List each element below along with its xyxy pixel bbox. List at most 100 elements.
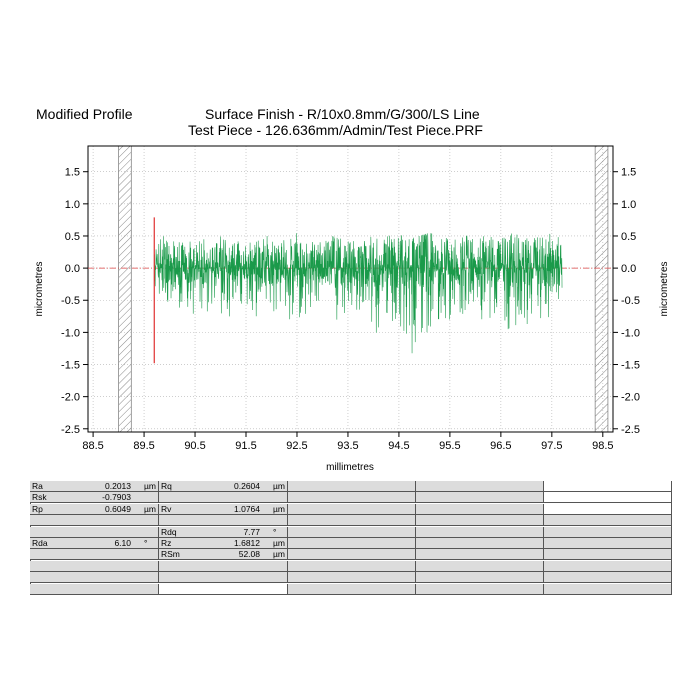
parameter-value: -0.7903 [102, 492, 131, 502]
parameter-row: Ra 0.2013 µm Rq 0.2604 µm [30, 481, 672, 492]
parameter-value: 1.6812 [234, 538, 260, 548]
profile-line [153, 233, 563, 354]
parameter-cell [159, 561, 288, 572]
parameter-cell [416, 584, 544, 595]
parameter-unit: µm [144, 481, 156, 491]
parameter-row: Rda 6.10 ° Rz 1.6812 µm [30, 538, 672, 549]
parameter-cell [30, 538, 159, 549]
parameter-cell [30, 515, 159, 526]
parameter-label: Rz [161, 538, 172, 548]
parameter-unit: µm [144, 504, 156, 514]
parameter-cell [288, 572, 416, 583]
parameter-value: 0.6049 [105, 504, 131, 514]
chart-title: Surface Finish - R/10x0.8mm/G/300/LS Lin… [205, 106, 480, 122]
parameter-unit: µm [273, 504, 285, 514]
parameter-label: Rsk [32, 492, 47, 502]
parameter-label: RSm [161, 549, 180, 559]
parameter-row [30, 515, 672, 526]
parameter-cell [159, 549, 288, 560]
parameter-unit: ° [144, 538, 148, 548]
parameter-cell [159, 572, 288, 583]
parameter-cell [416, 572, 544, 583]
y-axis-label-left: micrometres [34, 261, 45, 316]
y-tick-label-right: 0.5 [621, 231, 636, 243]
y-tick-label-left: 0.5 [65, 231, 80, 243]
parameter-label: Rdq [161, 527, 177, 537]
parameter-value [199, 561, 260, 572]
parameter-cell [416, 492, 544, 503]
y-tick-label-left: -1.0 [61, 327, 80, 339]
x-tick-label: 96.5 [490, 440, 511, 452]
parameter-cell [159, 584, 288, 595]
parameter-cell [159, 538, 288, 549]
x-tick-label: 91.5 [235, 440, 256, 452]
parameter-cell [159, 504, 288, 515]
left-title: Modified Profile [36, 106, 133, 122]
x-tick-label: 88.5 [82, 440, 103, 452]
parameter-cell [416, 538, 544, 549]
parameter-cell [544, 515, 672, 526]
y-tick-label-right: -1.5 [621, 360, 640, 372]
x-tick-label: 92.5 [286, 440, 307, 452]
parameter-cell [544, 572, 672, 583]
parameter-cell [159, 527, 288, 538]
x-tick-label: 95.5 [439, 440, 460, 452]
parameter-label: Rda [32, 538, 48, 548]
parameter-cell [30, 561, 159, 572]
parameter-cell [30, 504, 159, 515]
parameter-value [70, 515, 131, 526]
parameter-cell [416, 504, 544, 515]
parameter-cell [30, 481, 159, 492]
parameter-cell [544, 561, 672, 572]
parameter-value [199, 492, 260, 503]
y-tick-label-right: 1.0 [621, 199, 636, 211]
parameter-cell [544, 504, 672, 515]
y-tick-label-left: -2.0 [61, 392, 80, 404]
y-axis-label-right: micrometres [659, 261, 670, 316]
y-axis-right-ticks: 1.5 1.0 0.5 0.0 -0.5 -1.0 -1.5 -2.0 -2.5 [613, 167, 640, 436]
parameter-row [30, 561, 672, 572]
x-tick-label: 97.5 [541, 440, 562, 452]
y-tick-label-left: -2.5 [61, 424, 80, 436]
parameter-value [70, 549, 131, 560]
profile-chart: 88.5 89.5 90.5 91.5 92.5 93.5 94.5 95.5 96.5 97.5… [34, 145, 670, 473]
parameter-cell [544, 481, 672, 492]
parameter-cell [288, 492, 416, 503]
parameter-value [70, 572, 131, 583]
parameter-cell [544, 584, 672, 595]
x-tick-label: 98.5 [592, 440, 613, 452]
parameter-value [70, 561, 131, 572]
parameter-label: Ra [32, 481, 43, 491]
parameter-row [30, 584, 672, 595]
parameter-cell [544, 549, 672, 560]
parameter-cell [416, 561, 544, 572]
parameter-cell [416, 549, 544, 560]
parameter-cell [288, 527, 416, 538]
parameter-cell [416, 515, 544, 526]
excluded-region [118, 145, 132, 433]
parameter-row: RSm 52.08 µm [30, 549, 672, 560]
parameter-value: 1.0764 [234, 504, 260, 514]
x-axis-label: millimetres [326, 462, 374, 473]
y-tick-label-right: 1.5 [621, 167, 636, 179]
parameter-cell [416, 481, 544, 492]
parameter-row: Rsk -0.7903 [30, 492, 672, 503]
parameter-value [199, 515, 260, 526]
parameter-value [70, 527, 131, 538]
y-tick-label-left: -1.5 [61, 360, 80, 372]
parameter-unit: ° [273, 527, 277, 537]
x-tick-label: 93.5 [337, 440, 358, 452]
parameter-value: 0.2013 [105, 481, 131, 491]
parameter-row: Rdq 7.77 ° [30, 527, 672, 538]
y-axis-left-ticks: 1.5 1.0 0.5 0.0 -0.5 -1.0 -1.5 -2.0 -2.5 [61, 167, 88, 436]
x-tick-label: 90.5 [184, 440, 205, 452]
parameter-cell [544, 527, 672, 538]
parameter-cell [288, 481, 416, 492]
parameter-value: 0.2604 [234, 481, 260, 491]
y-tick-label-right: 0.0 [621, 263, 636, 275]
parameter-cell [159, 481, 288, 492]
x-tick-label: 89.5 [133, 440, 154, 452]
parameter-unit: µm [273, 481, 285, 491]
x-tick-label: 94.5 [388, 440, 409, 452]
y-tick-label-left: 0.0 [65, 263, 80, 275]
